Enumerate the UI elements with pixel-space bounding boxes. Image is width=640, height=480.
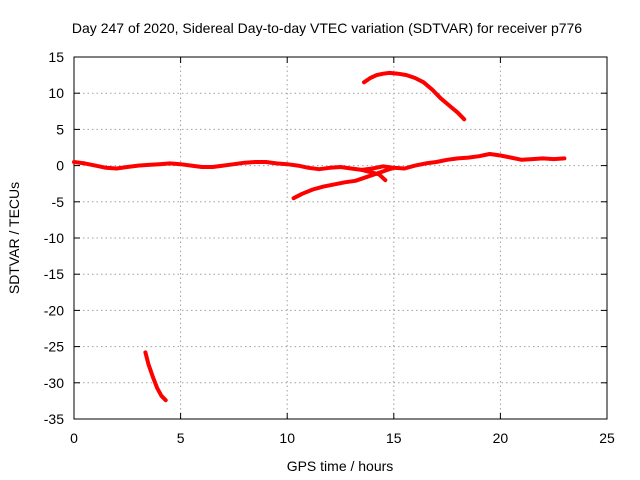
y-axis-label: SDTVAR / TECUs	[6, 182, 22, 294]
x-tick-label: 15	[386, 430, 402, 446]
series-lower-arc	[143, 350, 168, 403]
x-tick-label: 20	[493, 430, 509, 446]
y-tick-label: 5	[56, 121, 64, 137]
series-main-track	[72, 152, 567, 172]
series-descending-segment	[359, 167, 388, 183]
x-axis-label: GPS time / hours	[287, 458, 394, 474]
x-axis-tick-labels: 0 5 10 15 20 25	[70, 430, 615, 446]
y-tick-label: -15	[44, 266, 64, 282]
x-tick-label: 5	[177, 430, 185, 446]
data-series	[72, 70, 567, 403]
y-tick-label: 10	[48, 85, 64, 101]
y-tick-label: -20	[44, 302, 64, 318]
chart-title: Day 247 of 2020, Sidereal Day-to-day VTE…	[72, 20, 582, 36]
y-tick-label: 15	[48, 49, 64, 65]
y-tick-label: -35	[44, 411, 64, 427]
x-tick-label: 10	[279, 430, 295, 446]
y-tick-label: -30	[44, 375, 64, 391]
grid	[74, 57, 607, 419]
y-tick-label: -25	[44, 339, 64, 355]
y-tick-label: 0	[56, 158, 64, 174]
axis-ticks	[73, 56, 608, 420]
y-axis-tick-labels: 15 10 5 0 -5 -10 -15 -20 -25 -30 -35	[44, 49, 64, 427]
y-tick-label: -10	[44, 230, 64, 246]
series-upper-arc	[362, 70, 467, 122]
series-ascending-track	[291, 165, 396, 201]
x-tick-label: 0	[70, 430, 78, 446]
x-tick-label: 25	[599, 430, 615, 446]
y-tick-label: -5	[52, 194, 65, 210]
